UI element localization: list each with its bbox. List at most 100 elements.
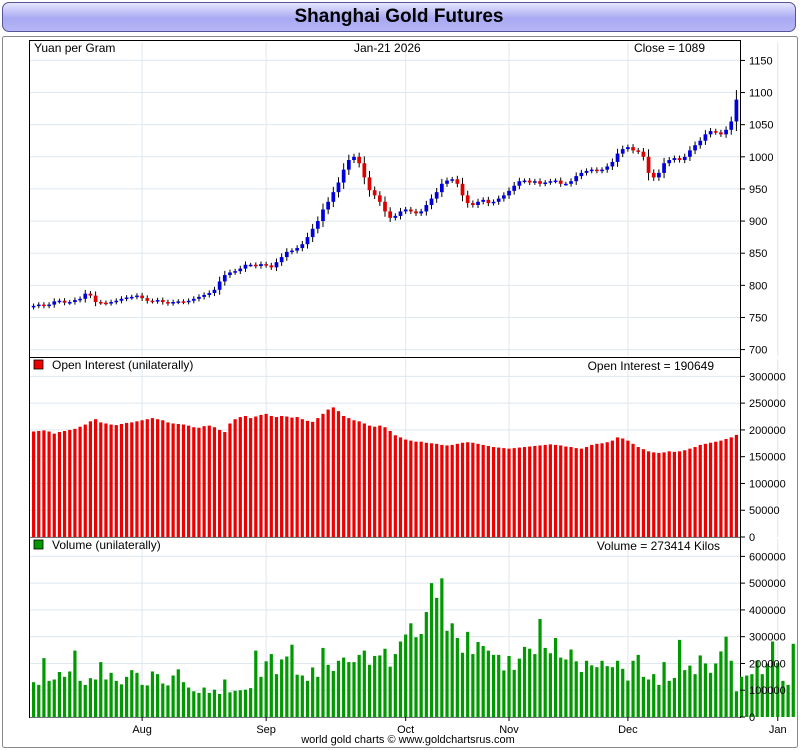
candle-body — [326, 201, 331, 210]
x-tick-label: Aug — [132, 724, 152, 736]
volume-bar — [450, 623, 454, 717]
volume-legend-swatch — [33, 539, 44, 550]
open-interest-bar — [357, 421, 361, 537]
candle-body — [83, 293, 88, 299]
open-interest-value-label: Open Interest = 190649 — [588, 359, 715, 373]
volume-bar — [31, 682, 36, 717]
candle-body — [135, 295, 139, 298]
volume-bar — [657, 684, 661, 717]
open-interest-bar — [166, 422, 170, 537]
candle-body — [145, 298, 150, 301]
volume-bar — [119, 684, 124, 717]
volume-bar — [486, 650, 490, 717]
open-interest-bar — [197, 427, 201, 537]
volume-bar — [140, 684, 144, 717]
open-interest-bar — [409, 440, 413, 537]
candle-body — [470, 203, 475, 205]
open-interest-bar — [181, 424, 186, 537]
open-interest-bar — [88, 421, 93, 537]
volume-bar — [93, 679, 98, 717]
candle-body — [207, 293, 212, 295]
open-interest-bar — [440, 444, 444, 537]
candle-body — [62, 300, 67, 303]
volume-bar — [708, 672, 713, 717]
candle-body — [357, 156, 362, 164]
volume-axis-tick-label: 400000 — [749, 605, 786, 617]
open-interest-bar — [435, 443, 439, 537]
open-interest-bar — [476, 443, 480, 537]
volume-bar — [362, 650, 366, 717]
candle-body — [646, 156, 651, 173]
open-interest-bar — [316, 418, 320, 537]
volume-bar — [202, 687, 206, 717]
volume-bar — [445, 630, 449, 717]
volume-bar — [512, 669, 516, 717]
volume-bar — [300, 675, 304, 717]
open-interest-bar — [305, 420, 310, 537]
candle-body — [321, 209, 325, 222]
open-interest-bar — [31, 431, 36, 537]
candle-body — [372, 190, 377, 196]
open-interest-bar — [125, 422, 129, 537]
x-tick-label: Jan — [769, 724, 787, 736]
volume-bar — [553, 638, 558, 717]
volume-bar — [342, 657, 346, 717]
volume-bar — [745, 675, 749, 717]
candle-body — [414, 211, 418, 214]
candle-body — [398, 211, 403, 216]
footer-credit: world gold charts © www.goldchartsrus.co… — [300, 734, 515, 746]
open-interest-bar — [233, 419, 237, 537]
volume-bar — [507, 655, 511, 717]
open-interest-bar — [290, 417, 294, 537]
candle-body — [238, 268, 243, 272]
volume-bar — [584, 660, 589, 717]
volume-bar — [688, 665, 692, 717]
open-interest-axis-tick-label: 300000 — [749, 371, 786, 383]
open-interest-bar — [367, 425, 372, 537]
open-interest-bar — [259, 414, 263, 537]
candle-body — [202, 294, 206, 297]
candle-body — [171, 302, 175, 304]
candle-body — [698, 140, 703, 146]
volume-bar — [605, 666, 609, 717]
open-interest-axis-tick-label: 0 — [749, 532, 755, 544]
price-axis-tick-label: 1000 — [749, 152, 773, 164]
volume-bar — [760, 674, 764, 717]
volume-bar — [460, 652, 465, 717]
open-interest-bar — [280, 415, 284, 537]
open-interest-bar — [445, 445, 449, 537]
volume-bar — [398, 641, 403, 717]
volume-bar — [238, 690, 242, 717]
open-interest-bar — [130, 422, 134, 537]
open-interest-bar — [590, 444, 594, 537]
open-interest-bar — [156, 419, 160, 537]
open-interest-bar — [300, 419, 304, 537]
x-tick-label: Oct — [397, 724, 414, 736]
open-interest-bar — [207, 425, 211, 537]
volume-bar — [295, 674, 299, 717]
candle-body — [393, 215, 398, 218]
open-interest-bar — [703, 443, 708, 537]
open-interest-bar — [218, 429, 222, 537]
volume-bar — [791, 643, 795, 717]
volume-bar — [455, 638, 459, 717]
open-interest-bar — [42, 430, 46, 537]
candle-body — [31, 305, 36, 308]
volume-bar — [388, 666, 392, 717]
candle-body — [228, 272, 232, 276]
volume-bar — [683, 670, 687, 717]
candle-body — [610, 161, 615, 167]
open-interest-bar — [52, 433, 56, 537]
candle-body — [517, 181, 522, 186]
candle-body — [533, 181, 537, 183]
open-interest-bar — [140, 420, 144, 537]
open-interest-bar — [605, 442, 609, 537]
open-interest-bar — [264, 413, 268, 537]
volume-bar — [166, 685, 170, 717]
candle-body — [104, 302, 108, 305]
candle-body — [672, 158, 677, 161]
candle-body — [140, 295, 144, 299]
volume-bar — [543, 647, 547, 717]
price-axis-tick-label: 1150 — [749, 55, 773, 67]
open-interest-bar — [429, 443, 434, 537]
